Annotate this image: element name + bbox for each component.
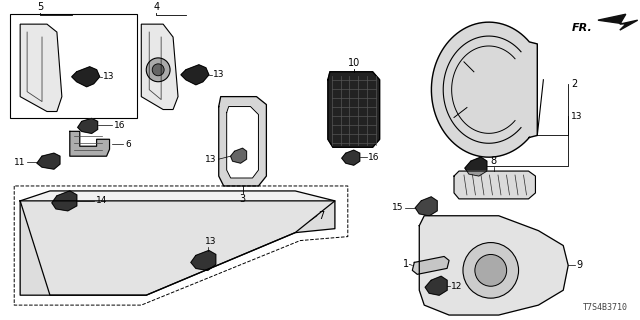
Polygon shape	[342, 150, 360, 165]
Text: 12: 12	[451, 282, 463, 291]
Polygon shape	[52, 191, 77, 211]
Text: 13: 13	[102, 72, 114, 81]
Text: 7: 7	[318, 211, 324, 221]
Text: FR.: FR.	[572, 23, 592, 33]
Polygon shape	[598, 14, 637, 30]
Circle shape	[152, 64, 164, 76]
Text: 13: 13	[571, 112, 582, 121]
Text: 6: 6	[125, 140, 131, 149]
Polygon shape	[219, 97, 266, 186]
Polygon shape	[141, 24, 178, 109]
Polygon shape	[20, 24, 62, 111]
Text: 13: 13	[205, 155, 217, 164]
Text: 16: 16	[367, 153, 379, 162]
Polygon shape	[465, 157, 487, 176]
Text: 16: 16	[113, 121, 125, 130]
Text: 13: 13	[212, 70, 224, 79]
Text: 5: 5	[37, 2, 43, 12]
Bar	[10, 14, 138, 118]
Polygon shape	[419, 216, 568, 315]
Polygon shape	[37, 153, 60, 169]
Polygon shape	[227, 107, 259, 178]
Text: 9: 9	[576, 260, 582, 270]
Text: 10: 10	[348, 58, 360, 68]
Text: 14: 14	[95, 196, 107, 205]
Polygon shape	[191, 251, 216, 270]
Polygon shape	[20, 191, 335, 295]
Polygon shape	[415, 197, 437, 216]
Text: 3: 3	[239, 194, 246, 204]
Polygon shape	[412, 256, 449, 274]
Text: 1: 1	[403, 260, 410, 269]
Text: T7S4B3710: T7S4B3710	[583, 303, 628, 312]
Circle shape	[475, 254, 507, 286]
Polygon shape	[72, 67, 100, 87]
Polygon shape	[70, 132, 109, 156]
Polygon shape	[328, 72, 380, 147]
Polygon shape	[425, 276, 447, 295]
Text: 8: 8	[491, 156, 497, 166]
Polygon shape	[431, 22, 538, 157]
Text: 2: 2	[571, 79, 577, 89]
Text: 11: 11	[13, 158, 25, 167]
Circle shape	[463, 243, 518, 298]
Circle shape	[147, 58, 170, 82]
Polygon shape	[230, 148, 246, 163]
Polygon shape	[181, 65, 209, 85]
Polygon shape	[20, 201, 335, 295]
Polygon shape	[77, 118, 98, 133]
Polygon shape	[454, 171, 536, 199]
Text: 4: 4	[153, 2, 159, 12]
Text: 13: 13	[205, 236, 216, 245]
Text: 15: 15	[392, 203, 403, 212]
